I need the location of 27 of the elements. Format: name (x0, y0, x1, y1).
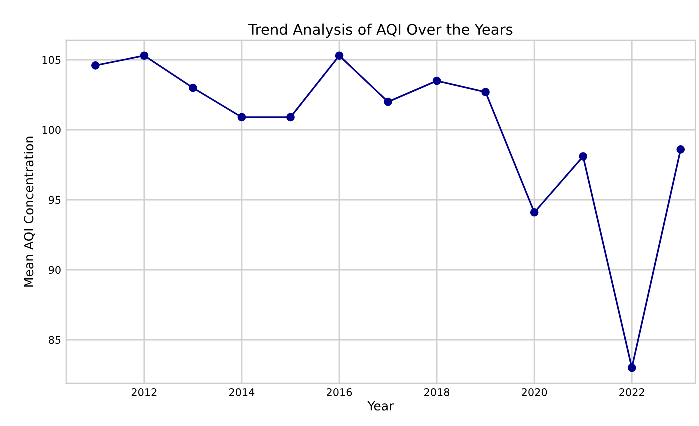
point (432, 76, 442, 86)
point (140, 52, 149, 60)
point (189, 84, 198, 92)
chart-title: Trend Analysis of AQI Over the Years (248, 24, 513, 38)
y-tick-label: 85 (48, 336, 61, 344)
x-tick-label: 2016 (327, 388, 352, 396)
y-tick-label: 95 (48, 196, 61, 204)
point (482, 88, 490, 96)
y-tick-label: 90 (48, 266, 61, 274)
x-tick-label: 2014 (229, 388, 255, 396)
x-tick-label: 2018 (424, 388, 450, 396)
point (676, 145, 686, 154)
point (579, 152, 588, 161)
x-axis-title: Year (368, 402, 394, 411)
x-tick-label: 2022 (620, 388, 644, 396)
point (335, 52, 344, 60)
point (530, 208, 539, 217)
y-axis-title: Mean AQI Concentration (24, 136, 36, 287)
point (238, 113, 246, 122)
y-tick-label: 105 (42, 56, 61, 64)
point (286, 113, 295, 122)
y-tick-label: 100 (42, 126, 61, 134)
point (628, 364, 636, 372)
point (384, 98, 392, 106)
point (92, 62, 100, 70)
x-tick-label: 2012 (132, 388, 157, 396)
x-tick-label: 2020 (522, 388, 548, 396)
